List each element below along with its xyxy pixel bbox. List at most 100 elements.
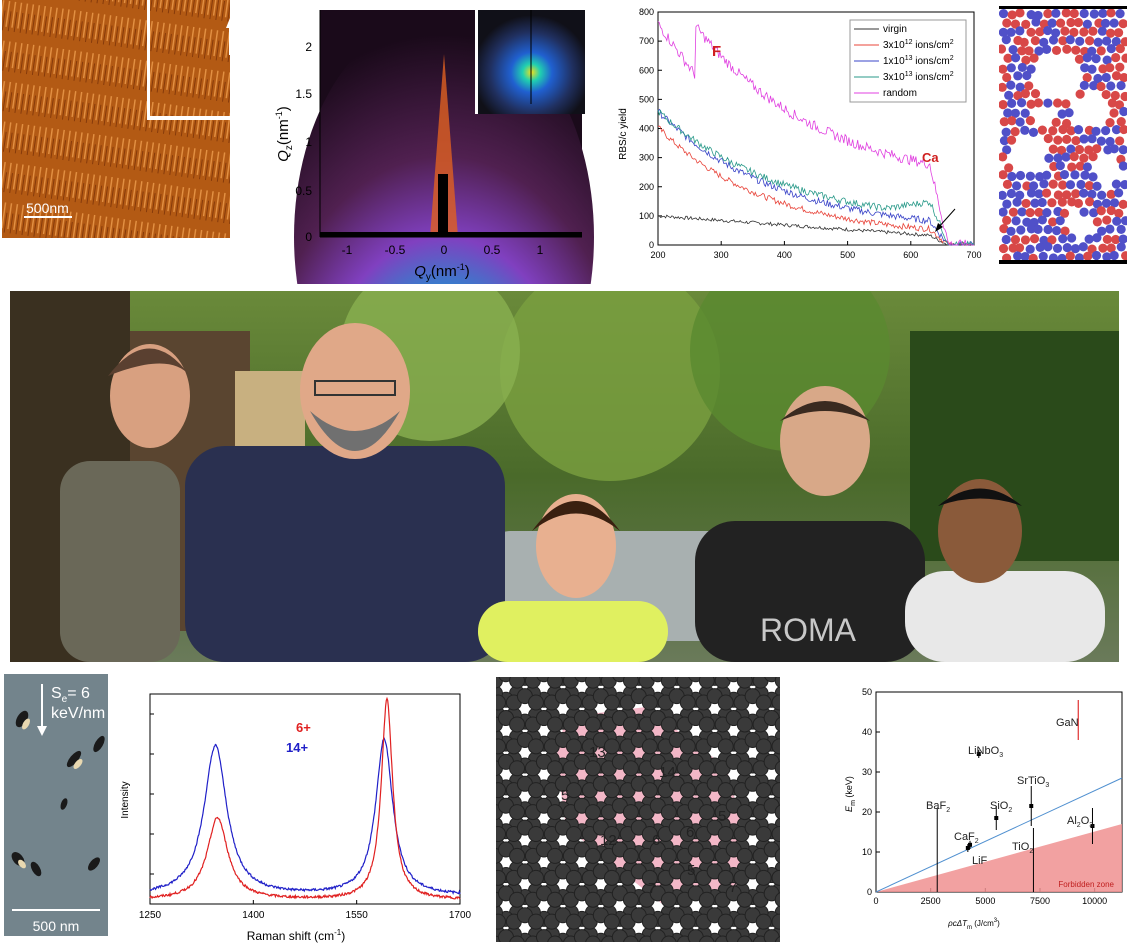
- person-5: [905, 479, 1105, 662]
- person-4: ROMA: [695, 386, 925, 662]
- carbon-atom: [622, 891, 639, 908]
- atom: [1025, 207, 1035, 218]
- carbon-atom: [509, 677, 526, 689]
- atom: [1026, 10, 1036, 20]
- rbs-ytick: 300: [639, 153, 654, 163]
- carbon-atom: [755, 825, 772, 842]
- atom: [1055, 160, 1065, 171]
- atom: [1120, 37, 1127, 47]
- atom: [1082, 53, 1092, 63]
- svg-text:3x1012 ions/cm2: 3x1012 ions/cm2: [883, 39, 954, 51]
- atom: [1053, 98, 1063, 108]
- atom: [1030, 35, 1040, 46]
- atom: [1034, 46, 1044, 56]
- atom: [1007, 116, 1017, 126]
- raman-series-line: [149, 737, 461, 895]
- carbon-atom: [774, 892, 780, 908]
- atom: [1069, 27, 1079, 38]
- rbs-chart: 0 100 200 300 400 500 600 700 800 200 300 400 500 600…: [612, 4, 990, 270]
- carbon-atom: [565, 782, 582, 799]
- atom: [1096, 206, 1106, 216]
- carbon-atom: [584, 804, 601, 821]
- team-photo: ROMA: [10, 291, 1119, 662]
- atom: [1022, 181, 1032, 191]
- carbon-atom: [771, 825, 780, 842]
- atom: [1062, 242, 1072, 253]
- atom: [1037, 125, 1047, 135]
- atom: [1102, 36, 1112, 46]
- atom: [1050, 28, 1061, 38]
- rbs-xtick: 400: [777, 250, 792, 260]
- atom: [1047, 198, 1057, 208]
- carbon-atom: [641, 738, 658, 755]
- atom: [1020, 108, 1030, 118]
- carbon-atom: [622, 847, 639, 864]
- atom: [1119, 124, 1127, 135]
- raman-xlabel: Raman shift (cm-1): [247, 928, 345, 943]
- carbon-atom: [717, 738, 734, 755]
- atom: [1075, 36, 1085, 46]
- atom: [1111, 234, 1121, 245]
- carbon-atom: [603, 913, 620, 930]
- atom: [1102, 252, 1112, 262]
- carbon-atom: [527, 738, 544, 755]
- carbon-atom: [679, 825, 696, 842]
- atom: [1118, 161, 1127, 171]
- atom: [1021, 198, 1031, 209]
- atom: [999, 8, 1009, 19]
- atom: [1071, 45, 1081, 55]
- raman-xtick: 1400: [242, 910, 265, 921]
- atom: [1087, 46, 1097, 56]
- thr-ytick: 0: [867, 887, 872, 897]
- atom: [999, 100, 1008, 110]
- atom: [1106, 205, 1116, 216]
- ring-label: 6: [652, 832, 660, 849]
- carbon-atom: [565, 913, 582, 930]
- atom: [1026, 188, 1037, 198]
- rbs-ytick: 500: [639, 94, 654, 104]
- atom: [1002, 179, 1013, 189]
- atom: [1098, 243, 1108, 253]
- carbon-atom: [717, 825, 734, 842]
- atom: [1043, 8, 1053, 19]
- carbon-atom: [698, 804, 715, 821]
- forbidden-zone-label: Forbidden zone: [1058, 880, 1114, 889]
- atom: [1001, 127, 1011, 137]
- atom: [1002, 215, 1012, 225]
- carbon-atom: [698, 935, 715, 942]
- atom: [1015, 190, 1025, 200]
- atom: [1001, 35, 1011, 45]
- carbon-atom: [660, 891, 677, 908]
- data-point: [976, 752, 981, 756]
- atom: [1055, 216, 1065, 226]
- atom: [1073, 198, 1084, 208]
- afm-image-top: 500nm: [2, 0, 230, 238]
- atom: [1066, 126, 1076, 136]
- carbon-atom: [736, 677, 753, 689]
- atom: [1030, 198, 1040, 208]
- atom: [999, 224, 1009, 234]
- carbon-atom: [717, 782, 734, 799]
- atom: [1041, 188, 1052, 198]
- rbs-ytick: 200: [639, 182, 654, 192]
- atom: [1084, 197, 1095, 207]
- md-simulation: [999, 6, 1127, 264]
- carbon-atom: [509, 891, 526, 908]
- ring-label: 7: [648, 880, 656, 897]
- atom: [999, 82, 1007, 92]
- atom: [1091, 53, 1101, 64]
- thr-ytick: 10: [862, 847, 872, 857]
- rbs-xtick: 700: [966, 250, 981, 260]
- carbon-atom: [496, 913, 507, 930]
- carbon-atom: [641, 913, 658, 930]
- atom: [1035, 242, 1045, 253]
- atom: [1019, 37, 1029, 47]
- carbon-atom: [774, 677, 780, 689]
- carbon-atom: [603, 694, 620, 711]
- rbs-series-line: [657, 109, 975, 247]
- svg-text:1x1013 ions/cm2: 1x1013 ions/cm2: [883, 55, 954, 67]
- carbon-atom: [771, 694, 780, 711]
- atom: [1106, 44, 1116, 54]
- atom: [999, 27, 1008, 37]
- carbon-atom: [547, 935, 563, 942]
